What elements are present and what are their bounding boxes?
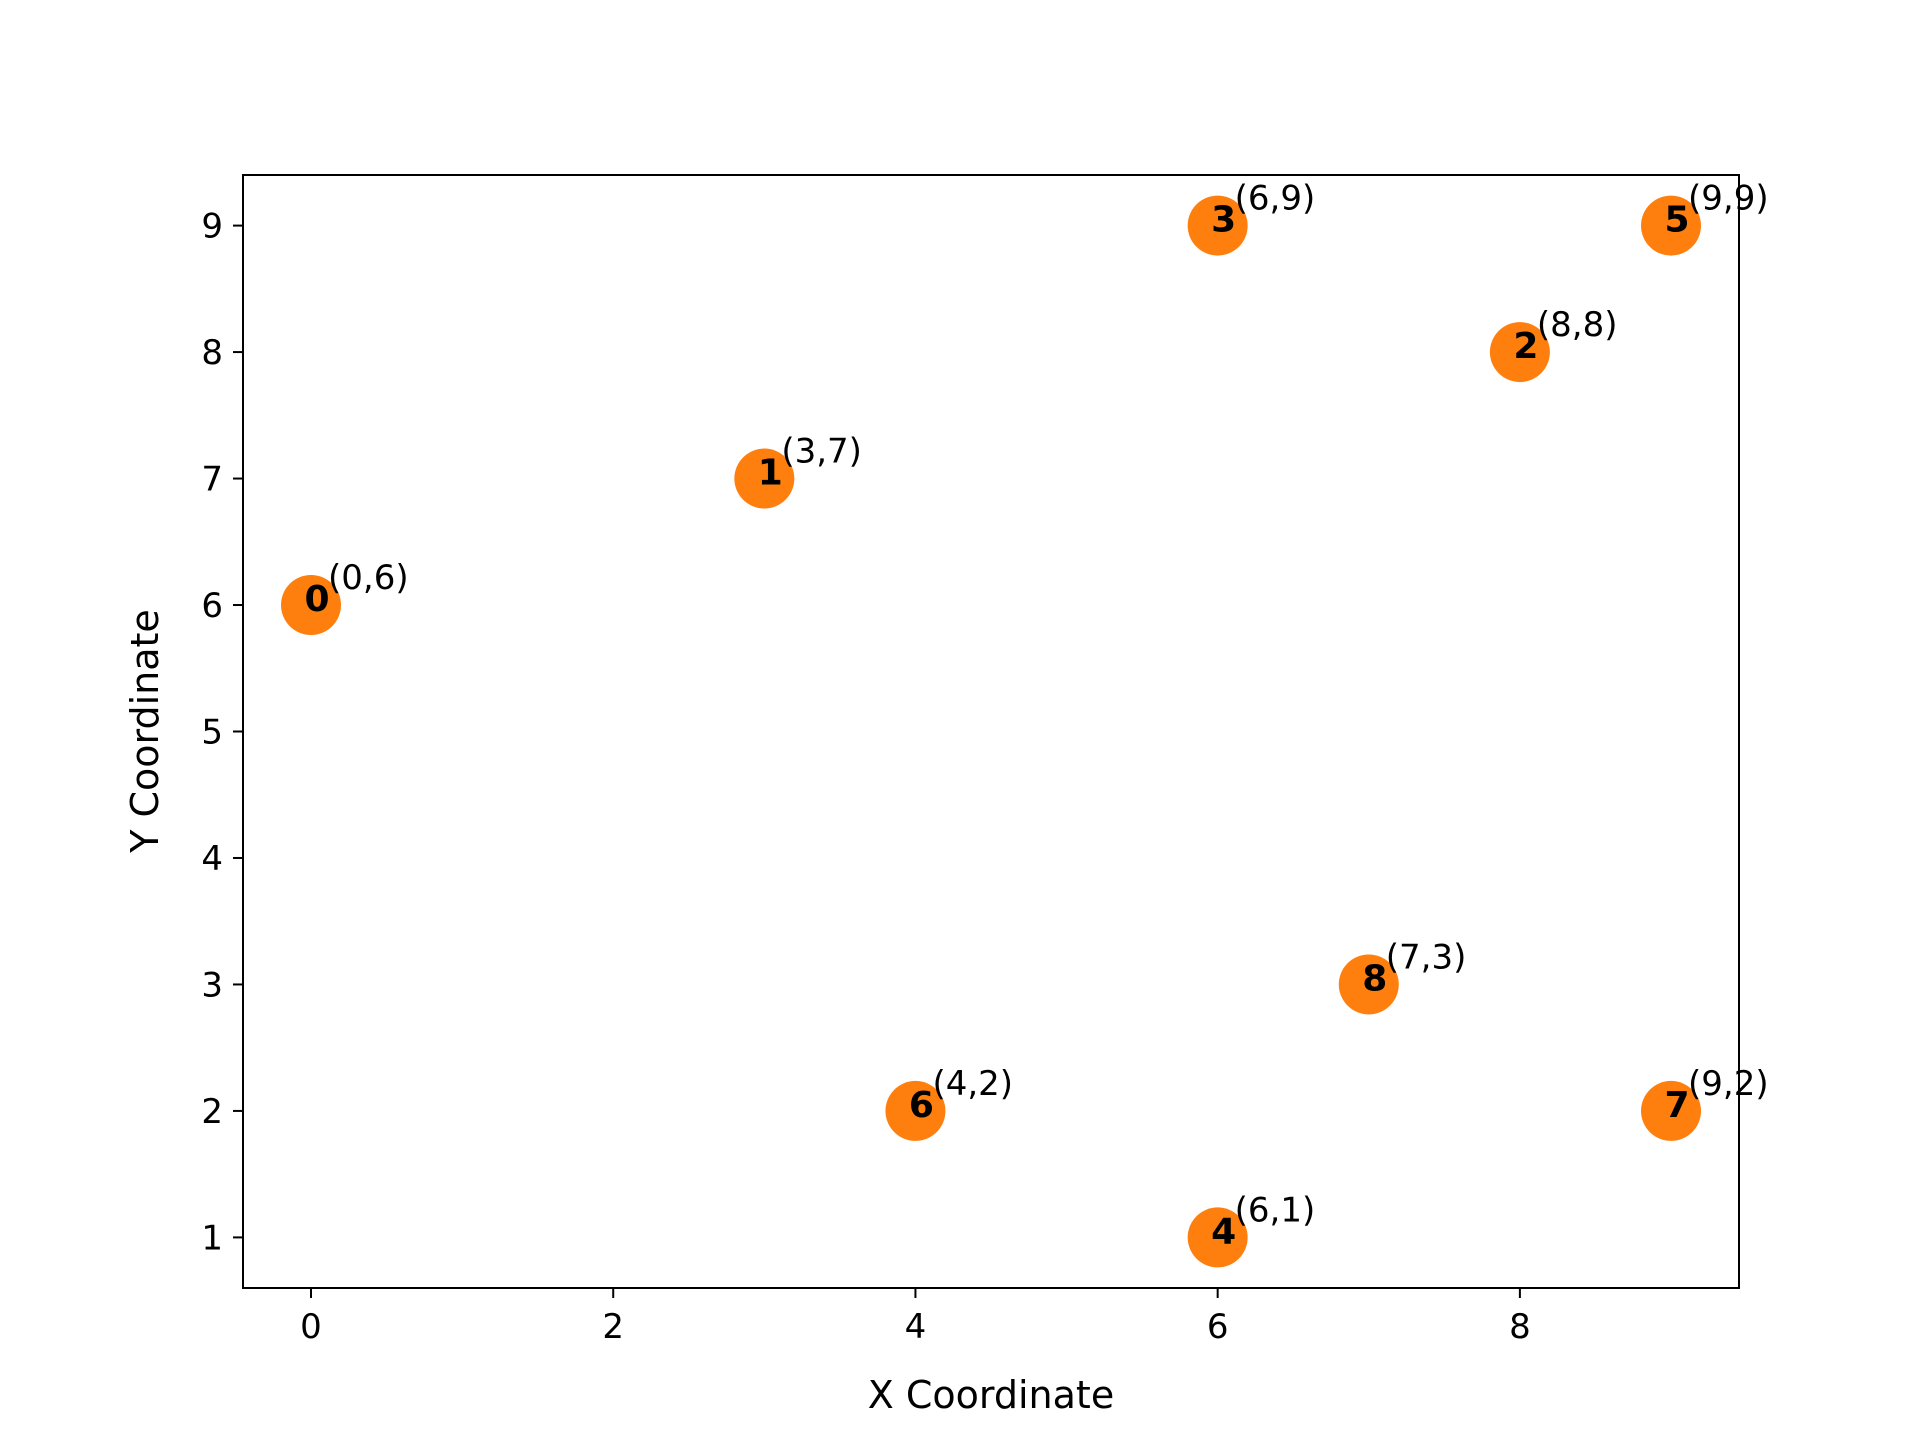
x-axis-label: X Coordinate — [868, 1373, 1114, 1417]
data-points: 0(0,6) 1(3,7) 2(8,8) 3(6,9) 4(6,1) 5(9,9) 6(4,… — [281, 179, 1769, 1268]
x-tick-label: 6 — [1207, 1307, 1229, 1347]
point-index-label: 4 — [1211, 1211, 1236, 1252]
point-coordinate-label: (9,9) — [1688, 179, 1769, 219]
point-coordinate-label: (7,3) — [1386, 937, 1467, 977]
x-axis: 0 2 4 6 8 — [300, 1288, 1531, 1347]
y-tick-label: 2 — [201, 1092, 223, 1132]
y-tick-label: 1 — [201, 1218, 223, 1258]
point-index-label: 8 — [1362, 958, 1387, 999]
y-axis-label: Y Coordinate — [123, 609, 167, 854]
point-index-label: 6 — [909, 1085, 934, 1126]
y-tick-label: 7 — [201, 460, 223, 500]
scatter-point — [1187, 1207, 1248, 1268]
scatter-point — [1187, 195, 1248, 256]
point-coordinate-label: (9,2) — [1688, 1064, 1769, 1104]
y-tick-label: 5 — [201, 713, 223, 753]
point-index-label: 0 — [304, 579, 329, 620]
y-tick-label: 4 — [201, 839, 223, 879]
point-coordinate-label: (4,2) — [932, 1064, 1013, 1104]
x-tick-label: 4 — [905, 1307, 927, 1347]
scatter-point — [1641, 1080, 1701, 1141]
scatter-point — [734, 448, 795, 509]
y-axis: 1 2 3 4 5 6 7 8 9 — [201, 207, 243, 1258]
y-tick-label: 8 — [201, 333, 223, 373]
x-tick-label: 0 — [300, 1307, 322, 1347]
point-index-label: 2 — [1513, 326, 1538, 367]
point-index-label: 1 — [758, 453, 783, 494]
point-coordinate-label: (6,9) — [1235, 179, 1316, 219]
point-index-label: 5 — [1664, 200, 1689, 241]
point-index-label: 3 — [1211, 200, 1236, 241]
scatter-point — [1641, 195, 1701, 256]
scatter-point — [1338, 954, 1399, 1015]
point-coordinate-label: (0,6) — [328, 558, 409, 598]
plot-area — [242, 174, 1740, 1289]
x-tick-label: 8 — [1509, 1307, 1531, 1347]
scatter-point — [281, 575, 341, 636]
scatter-point — [1489, 322, 1550, 383]
y-tick-label: 6 — [201, 586, 223, 626]
y-tick-label: 9 — [201, 207, 223, 247]
x-tick-label: 2 — [602, 1307, 624, 1347]
scatter-point — [885, 1080, 946, 1141]
point-index-label: 7 — [1664, 1085, 1689, 1126]
y-tick-label: 3 — [201, 965, 223, 1005]
point-coordinate-label: (3,7) — [781, 432, 862, 472]
point-coordinate-label: (6,1) — [1235, 1190, 1316, 1230]
point-coordinate-label: (8,8) — [1537, 305, 1618, 345]
